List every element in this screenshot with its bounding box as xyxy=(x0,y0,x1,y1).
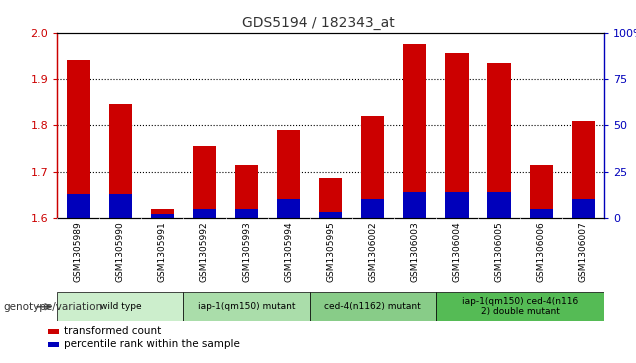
Bar xyxy=(277,199,300,218)
Bar xyxy=(235,164,258,218)
Bar xyxy=(277,130,300,218)
Text: GSM1306006: GSM1306006 xyxy=(537,221,546,282)
Text: ced-4(n1162) mutant: ced-4(n1162) mutant xyxy=(324,302,421,311)
Bar xyxy=(109,194,132,218)
Bar xyxy=(361,199,384,218)
Bar xyxy=(445,53,469,218)
Bar xyxy=(572,199,595,218)
Bar xyxy=(67,61,90,218)
Bar xyxy=(403,44,426,218)
Bar xyxy=(193,208,216,218)
Text: transformed count: transformed count xyxy=(64,326,161,337)
Text: GDS5194 / 182343_at: GDS5194 / 182343_at xyxy=(242,16,394,30)
Text: GSM1305994: GSM1305994 xyxy=(284,221,293,282)
Bar xyxy=(319,179,342,218)
Text: GSM1305991: GSM1305991 xyxy=(158,221,167,282)
Text: GSM1306004: GSM1306004 xyxy=(452,221,462,282)
Bar xyxy=(67,194,90,218)
Bar xyxy=(109,105,132,218)
Text: wild type: wild type xyxy=(100,302,141,311)
Bar xyxy=(57,292,183,321)
Text: GSM1306005: GSM1306005 xyxy=(495,221,504,282)
Bar xyxy=(310,292,436,321)
Bar xyxy=(183,292,310,321)
Text: GSM1305993: GSM1305993 xyxy=(242,221,251,282)
Text: percentile rank within the sample: percentile rank within the sample xyxy=(64,339,240,349)
Bar xyxy=(487,63,511,218)
Bar xyxy=(403,192,426,218)
Text: genotype/variation: genotype/variation xyxy=(3,302,102,312)
Text: iap-1(qm150) ced-4(n116
2) double mutant: iap-1(qm150) ced-4(n116 2) double mutant xyxy=(462,297,578,317)
Bar xyxy=(436,292,604,321)
Bar xyxy=(445,192,469,218)
Text: GSM1305995: GSM1305995 xyxy=(326,221,335,282)
Bar xyxy=(193,146,216,218)
Text: iap-1(qm150) mutant: iap-1(qm150) mutant xyxy=(198,302,295,311)
Text: GSM1305989: GSM1305989 xyxy=(74,221,83,282)
Bar xyxy=(151,208,174,218)
Bar xyxy=(151,214,174,218)
Text: GSM1306003: GSM1306003 xyxy=(410,221,419,282)
Text: GSM1305990: GSM1305990 xyxy=(116,221,125,282)
Bar xyxy=(530,164,553,218)
Bar xyxy=(530,208,553,218)
Text: GSM1306007: GSM1306007 xyxy=(579,221,588,282)
Bar xyxy=(319,212,342,218)
Bar xyxy=(487,192,511,218)
Bar xyxy=(572,121,595,218)
Bar xyxy=(361,116,384,218)
Bar xyxy=(235,208,258,218)
Text: GSM1305992: GSM1305992 xyxy=(200,221,209,282)
Text: GSM1306002: GSM1306002 xyxy=(368,221,377,282)
